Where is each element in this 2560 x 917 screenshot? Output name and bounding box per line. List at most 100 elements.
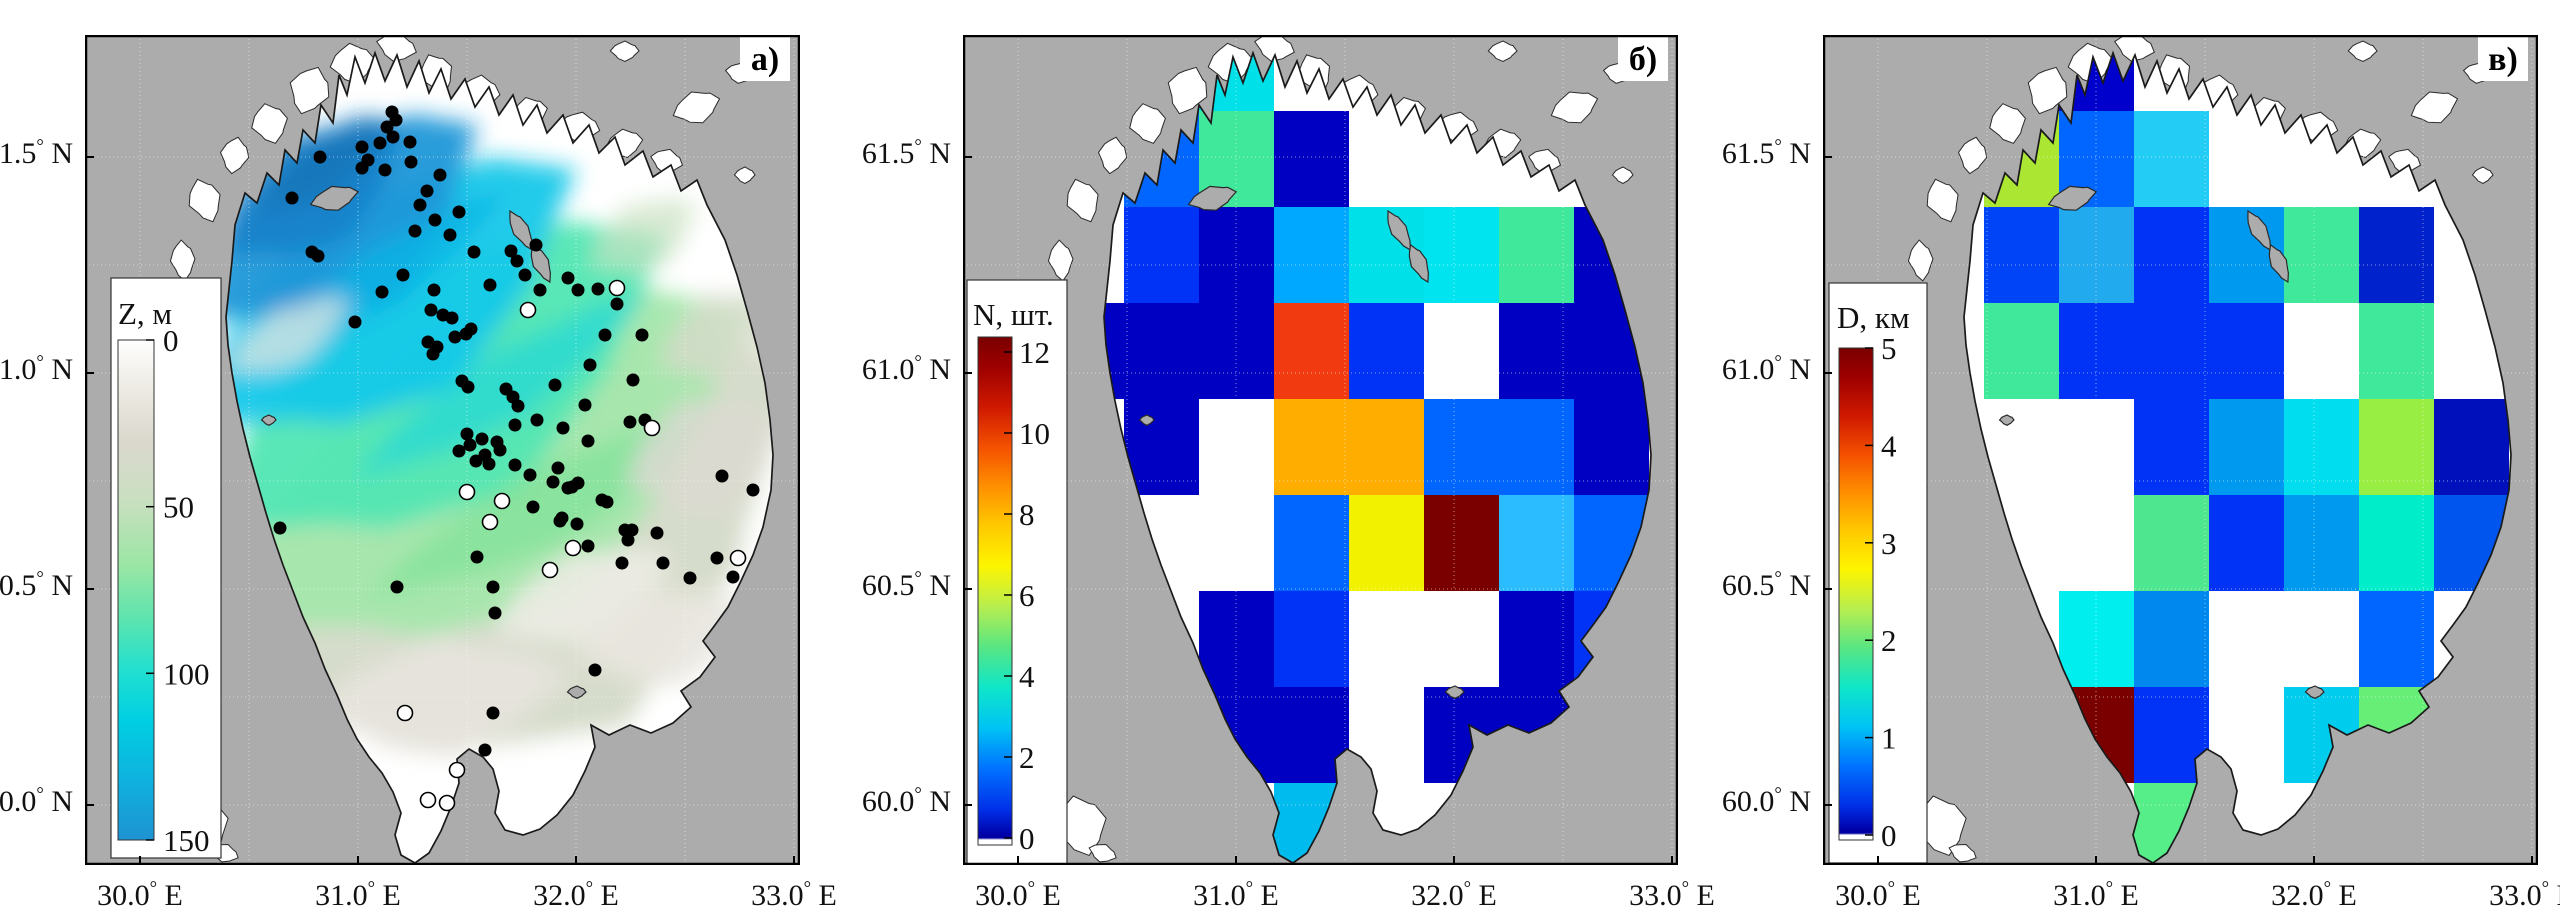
station-dot-black — [396, 268, 410, 282]
station-dot-black — [650, 526, 664, 540]
colorbar-tick-label: 0 — [1881, 818, 1897, 853]
panel-border — [84, 34, 801, 866]
colorbar: Z, м0 50 100 150 — [110, 277, 222, 859]
grid-cell — [2209, 303, 2284, 399]
inner-islands — [1138, 185, 1465, 699]
grid-cell — [1424, 495, 1499, 591]
station-dot-black — [710, 551, 724, 565]
colorbar-tick-label: 1 — [1881, 721, 1897, 756]
station-dot-black — [433, 168, 447, 182]
y-tick-label: 60.5° N — [861, 568, 951, 602]
panel-border — [1822, 34, 2539, 866]
grid-cell — [1274, 591, 1349, 687]
grid-cell — [2434, 399, 2509, 495]
map-panel-count-grid: N, шт. 12 10 8 6 4 2 0 б) — [962, 32, 1679, 873]
station-dot-black — [715, 469, 729, 483]
colorbar-tick-label: 4 — [1881, 428, 1897, 463]
colorbar-tick-label: 6 — [1019, 578, 1035, 613]
grid-cell — [1984, 207, 2059, 303]
station-dot-black — [443, 228, 457, 242]
grid-cell — [2284, 399, 2359, 495]
grid-cell — [2134, 111, 2209, 207]
station-dot-white — [643, 419, 661, 437]
station-dot-black — [565, 480, 579, 494]
grid-cell — [2134, 399, 2209, 495]
station-dot-black — [746, 483, 760, 497]
station-dot-black — [508, 458, 522, 472]
station-dot-black — [483, 278, 497, 292]
grid-cell — [2134, 591, 2209, 687]
station-dot-black — [478, 448, 492, 462]
map-panel-bathymetry: Z, м 0 50 100 150 а) — [84, 32, 801, 866]
grid-cell — [2134, 495, 2209, 591]
station-dot-black — [556, 421, 570, 435]
grid-cell — [1124, 207, 1199, 303]
colorbar-title: N, шт. — [973, 297, 1054, 332]
station-dot-black — [511, 399, 525, 413]
panel-label-box: а) — [740, 35, 790, 81]
station-dot-black — [448, 330, 462, 344]
station-dot-black — [452, 444, 466, 458]
map-panel-distance-grid: D, км 5 4 3 2 1 0 в) — [1822, 32, 2539, 866]
station-dot-black — [348, 315, 362, 329]
grid-cell — [1274, 495, 1349, 591]
station-dot-black — [404, 155, 418, 169]
y-tick-label: 61.5° N — [861, 136, 951, 170]
stations-layer — [273, 105, 760, 812]
station-dot-black — [530, 413, 544, 427]
station-dot-black — [588, 663, 602, 677]
station-dot-black — [470, 550, 484, 564]
station-dot-white — [419, 791, 437, 809]
station-dot-black — [460, 427, 474, 441]
grid-cell — [2209, 399, 2284, 495]
station-dot-black — [598, 328, 612, 342]
colorbar-title: Z, м — [118, 296, 172, 331]
grid-cell — [1274, 399, 1349, 495]
colorbar-tick-label: 0 — [163, 323, 179, 358]
station-dot-black — [428, 213, 442, 227]
grid-cell — [1349, 399, 1424, 495]
shoreline — [225, 50, 774, 865]
station-dot-black — [313, 150, 327, 164]
x-tick-label: 31.0° E — [315, 878, 401, 912]
shoreline — [1963, 50, 2512, 865]
x-tick-label: 33.0° E — [751, 878, 837, 912]
panel-label: б) — [1629, 41, 1657, 78]
grid-cell — [2134, 303, 2209, 399]
station-dot-black — [478, 743, 492, 757]
grid-cell — [1424, 207, 1499, 303]
grid-cell — [1424, 399, 1499, 495]
map-panel-svg: Z, м0 50 100 150 а) — [84, 32, 801, 866]
y-tick-label: 61.0° N — [1721, 352, 1811, 386]
y-tick-label: 60.0° N — [861, 784, 951, 818]
x-tick-label: 30.0° E — [97, 878, 183, 912]
station-dot-black — [380, 120, 394, 134]
x-tick-label: 33.0° E — [2489, 878, 2560, 912]
grid-cell — [2359, 207, 2434, 303]
station-dot-black — [555, 511, 569, 525]
colorbar: D, км5 4 3 2 1 0 — [1828, 282, 1928, 864]
station-dot-black — [403, 135, 417, 149]
x-tick-label: 32.0° E — [1411, 878, 1497, 912]
y-tick-label: 61.0° N — [861, 352, 951, 386]
station-dot-black — [529, 238, 543, 252]
station-dot-black — [635, 328, 649, 342]
station-dot-black — [548, 378, 562, 392]
x-tick-label: 31.0° E — [1193, 878, 1279, 912]
grid-cell — [1574, 399, 1649, 495]
colorbar-tick-label: 2 — [1019, 740, 1035, 775]
y-tick-label: 60.5° N — [0, 568, 73, 602]
inner-islands — [260, 185, 587, 699]
y-tick-label: 60.0° N — [0, 784, 73, 818]
colorbar-tick-label: 150 — [163, 823, 210, 858]
grid-cell — [1499, 591, 1574, 687]
station-dot-black — [486, 706, 500, 720]
station-dot-black — [427, 283, 441, 297]
station-dot-black — [615, 556, 629, 570]
station-dot-black — [488, 606, 502, 620]
station-dot-white — [564, 539, 582, 557]
station-dot-black — [600, 495, 614, 509]
grid-cell — [2359, 303, 2434, 399]
x-tick-label: 32.0° E — [2271, 878, 2357, 912]
grid-cell — [1124, 399, 1199, 495]
